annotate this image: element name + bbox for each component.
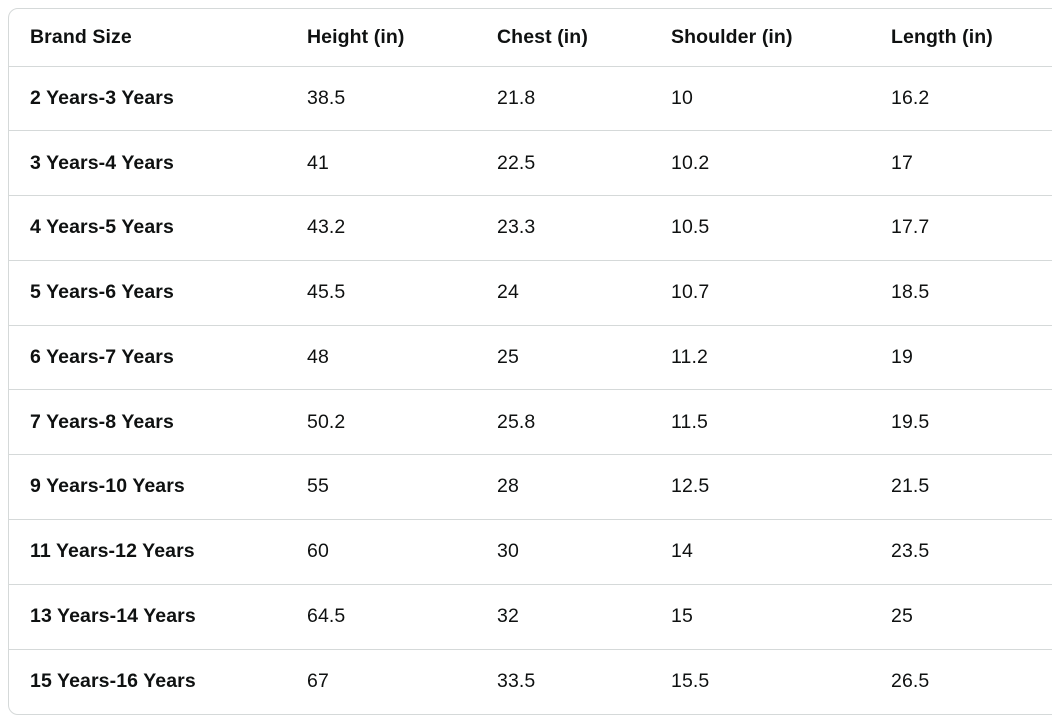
brand-size-cell: 11 Years-12 Years xyxy=(9,519,286,585)
column-header-length: Length (in) xyxy=(870,9,1052,67)
brand-size-cell: 5 Years-6 Years xyxy=(9,259,286,326)
shoulder-cell: 10.7 xyxy=(650,259,870,326)
length-cell: 21.5 xyxy=(870,454,1052,520)
length-cell: 19.5 xyxy=(870,389,1052,455)
table-row: 6 Years-7 Years 48 25 11.2 19 xyxy=(9,324,1052,390)
brand-size-cell: 4 Years-5 Years xyxy=(9,195,286,261)
brand-size-cell: 15 Years-16 Years xyxy=(9,648,286,714)
table-row: 2 Years-3 Years 38.5 21.8 10 16.2 xyxy=(9,66,1052,131)
shoulder-cell: 15 xyxy=(650,583,870,650)
size-chart-card: Brand Size Height (in) Chest (in) Should… xyxy=(8,8,1052,715)
chest-cell: 32 xyxy=(476,583,650,650)
length-cell: 17.7 xyxy=(870,195,1052,261)
shoulder-cell: 15.5 xyxy=(650,648,870,714)
table-row: 15 Years-16 Years 67 33.5 15.5 26.5 xyxy=(9,648,1052,714)
length-cell: 23.5 xyxy=(870,519,1052,585)
brand-size-cell: 13 Years-14 Years xyxy=(9,583,286,650)
shoulder-cell: 10.2 xyxy=(650,130,870,196)
brand-size-cell: 3 Years-4 Years xyxy=(9,130,286,196)
brand-size-cell: 2 Years-3 Years xyxy=(30,86,174,109)
table-row: 5 Years-6 Years 45.5 24 10.7 18.5 xyxy=(9,259,1052,326)
height-cell: 60 xyxy=(286,519,476,585)
column-header-chest: Chest (in) xyxy=(476,9,650,67)
length-cell: 19 xyxy=(870,324,1052,390)
length-cell: 17 xyxy=(870,130,1052,196)
chest-cell: 23.3 xyxy=(476,195,650,261)
length-cell: 26.5 xyxy=(870,648,1052,714)
brand-size-cell: 9 Years-10 Years xyxy=(9,454,286,520)
height-cell: 45.5 xyxy=(286,259,476,326)
column-header-shoulder: Shoulder (in) xyxy=(650,9,870,67)
table-row: 3 Years-4 Years 41 22.5 10.2 17 xyxy=(9,130,1052,196)
height-cell: 64.5 xyxy=(286,583,476,650)
height-cell: 43.2 xyxy=(286,195,476,261)
shoulder-cell: 11.5 xyxy=(650,389,870,455)
brand-size-cell: 6 Years-7 Years xyxy=(9,324,286,390)
brand-size-cell: 7 Years-8 Years xyxy=(9,389,286,455)
column-header-brand-size: Brand Size xyxy=(9,9,286,67)
chest-cell: 30 xyxy=(476,519,650,585)
table-row: 13 Years-14 Years 64.5 32 15 25 xyxy=(9,583,1052,650)
height-cell: 55 xyxy=(286,454,476,520)
shoulder-cell: 12.5 xyxy=(650,454,870,520)
height-cell: 38.5 xyxy=(307,86,346,109)
header-row: Brand Size Height (in) Chest (in) Should… xyxy=(9,9,1052,67)
chest-cell: 24 xyxy=(476,259,650,326)
table-row: 7 Years-8 Years 50.2 25.8 11.5 19.5 xyxy=(9,389,1052,455)
column-header-height: Height (in) xyxy=(286,9,476,67)
length-cell: 18.5 xyxy=(870,259,1052,326)
height-cell: 48 xyxy=(286,324,476,390)
chest-cell: 25.8 xyxy=(476,389,650,455)
shoulder-cell: 10.5 xyxy=(650,195,870,261)
length-cell: 16.2 xyxy=(891,86,930,109)
size-chart-table: Brand Size Height (in) Chest (in) Should… xyxy=(9,9,1052,714)
length-cell: 25 xyxy=(870,583,1052,650)
table-row: 11 Years-12 Years 60 30 14 23.5 xyxy=(9,519,1052,585)
height-cell: 41 xyxy=(286,130,476,196)
height-cell: 50.2 xyxy=(286,389,476,455)
shoulder-cell: 14 xyxy=(650,519,870,585)
table-row: 9 Years-10 Years 55 28 12.5 21.5 xyxy=(9,454,1052,520)
table-row: 4 Years-5 Years 43.2 23.3 10.5 17.7 xyxy=(9,195,1052,261)
shoulder-cell: 10 xyxy=(671,86,693,109)
chest-cell: 33.5 xyxy=(476,648,650,714)
chest-cell: 28 xyxy=(476,454,650,520)
chest-cell: 25 xyxy=(476,324,650,390)
chest-cell: 22.5 xyxy=(476,130,650,196)
chest-cell: 21.8 xyxy=(497,86,536,109)
shoulder-cell: 11.2 xyxy=(650,324,870,390)
height-cell: 67 xyxy=(286,648,476,714)
